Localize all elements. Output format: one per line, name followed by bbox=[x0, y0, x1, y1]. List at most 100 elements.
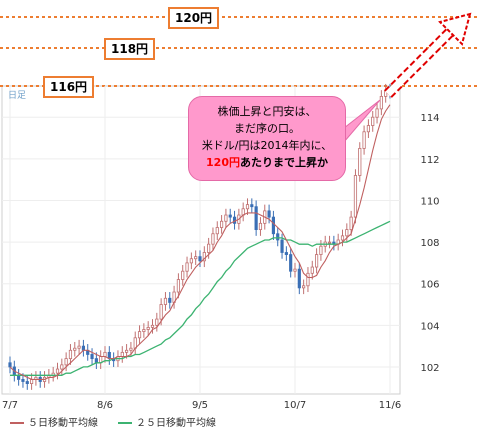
candle-body bbox=[297, 268, 301, 289]
candle-body bbox=[77, 345, 81, 349]
candle-body bbox=[375, 108, 379, 118]
candle-body bbox=[220, 220, 224, 228]
candle-body bbox=[245, 204, 250, 210]
candle-body bbox=[271, 216, 275, 235]
candle-body bbox=[349, 216, 353, 230]
candle-body bbox=[362, 131, 366, 149]
y-tick-label: 102 bbox=[420, 363, 439, 374]
candle-body bbox=[310, 266, 314, 274]
candle-body bbox=[289, 254, 293, 272]
y-tick-label: 114 bbox=[420, 113, 439, 124]
candle-body bbox=[189, 258, 193, 264]
candle-body bbox=[293, 268, 297, 272]
ma5-line bbox=[9, 104, 391, 380]
candle-body bbox=[8, 362, 12, 368]
candle-body bbox=[90, 354, 94, 360]
candle-body bbox=[25, 381, 29, 384]
candle-body bbox=[379, 96, 383, 110]
y-tick-label: 106 bbox=[420, 280, 439, 291]
candle-body bbox=[181, 270, 185, 280]
y-tick-label: 104 bbox=[420, 321, 439, 332]
y-tick-label: 112 bbox=[420, 155, 439, 166]
candle-body bbox=[185, 262, 189, 272]
candle-body bbox=[232, 216, 237, 224]
callout-bubble: 株価上昇と円安は、 まだ序の口。 米ドル/円は2014年内に、 120円あたりま… bbox=[188, 96, 346, 181]
candle-body bbox=[146, 327, 150, 330]
candle-body bbox=[315, 254, 319, 268]
ma-lines bbox=[9, 104, 391, 380]
x-tick-label: 8/6 bbox=[97, 400, 113, 411]
callout-line-4-rest: あたりまで上昇か bbox=[239, 156, 328, 169]
legend-ma25-swatch bbox=[118, 422, 132, 424]
candle-body bbox=[159, 304, 163, 320]
candle-body bbox=[228, 214, 232, 218]
ma25-line bbox=[10, 220, 391, 376]
candle-body bbox=[129, 347, 133, 351]
candle-body bbox=[194, 256, 198, 260]
candle-body bbox=[168, 297, 172, 303]
candle-body bbox=[60, 364, 64, 370]
candle-body bbox=[207, 243, 211, 253]
candle-body bbox=[103, 351, 107, 357]
x-tick-label: 10/7 bbox=[284, 400, 306, 411]
candle-body bbox=[358, 148, 362, 176]
candle-body bbox=[120, 351, 124, 357]
candle-body bbox=[267, 210, 271, 218]
legend-ma25-label: ２５日移動平均線 bbox=[136, 418, 216, 429]
candle-body bbox=[81, 345, 85, 351]
candle-body bbox=[327, 241, 332, 244]
candle-body bbox=[250, 204, 254, 208]
candle-body bbox=[224, 214, 228, 222]
candle-body bbox=[198, 256, 202, 262]
target-label-116: 116円 bbox=[43, 76, 95, 98]
callout-line-2: まだ序の口。 bbox=[234, 122, 300, 135]
candle-body bbox=[353, 175, 358, 218]
candle-body bbox=[21, 379, 25, 382]
candle-body bbox=[306, 272, 310, 287]
candle-body bbox=[64, 358, 68, 366]
candle-body bbox=[163, 297, 168, 305]
callout-line-1: 株価上昇と円安は、 bbox=[217, 105, 317, 118]
candle-body bbox=[340, 235, 345, 241]
candle-body bbox=[202, 252, 206, 262]
candle-body bbox=[30, 379, 34, 384]
candle-body bbox=[215, 227, 219, 235]
legend-ma5-swatch bbox=[10, 422, 24, 424]
candles bbox=[8, 83, 392, 390]
legend-ma5-label: ５日移動平均線 bbox=[28, 418, 98, 429]
candle-body bbox=[142, 329, 146, 332]
candle-body bbox=[345, 229, 349, 237]
x-tick-label: 11/6 bbox=[379, 400, 401, 411]
x-tick-label: 7/7 bbox=[2, 400, 18, 411]
candle-body bbox=[371, 116, 375, 126]
candle-body bbox=[280, 239, 284, 253]
candle-body bbox=[284, 252, 288, 255]
candle-body bbox=[276, 233, 280, 241]
y-tick-label: 110 bbox=[420, 196, 439, 207]
x-tick-label: 9/5 bbox=[192, 400, 208, 411]
forecast-arrow bbox=[384, 12, 472, 98]
callout-highlight: 120円 bbox=[206, 156, 240, 169]
candle-body bbox=[68, 349, 73, 360]
candle-body bbox=[366, 125, 370, 133]
legend: ５日移動平均線 ２５日移動平均線 bbox=[0, 408, 477, 432]
candle-body bbox=[258, 222, 263, 230]
candle-body bbox=[254, 206, 258, 230]
candle-body bbox=[319, 245, 323, 255]
timeframe-label: 日足 bbox=[8, 91, 27, 101]
candle-body bbox=[73, 347, 77, 351]
candle-body bbox=[55, 368, 60, 374]
candle-body bbox=[125, 349, 129, 353]
candle-body bbox=[302, 285, 306, 289]
x-axis: 7/7 8/6 9/5 10/7 11/6 bbox=[2, 86, 401, 411]
target-label-120: 120円 bbox=[168, 7, 220, 29]
legend-ma25: ２５日移動平均線 bbox=[118, 414, 216, 429]
candle-body bbox=[155, 318, 159, 326]
callout-line-4: 120円あたりまで上昇か bbox=[193, 154, 341, 171]
candle-body bbox=[176, 279, 180, 293]
callout-line-3: 米ドル/円は2014年内に、 bbox=[201, 139, 333, 152]
legend-ma5: ５日移動平均線 bbox=[10, 414, 98, 429]
candle-body bbox=[137, 331, 142, 339]
target-label-118: 118円 bbox=[104, 38, 156, 60]
